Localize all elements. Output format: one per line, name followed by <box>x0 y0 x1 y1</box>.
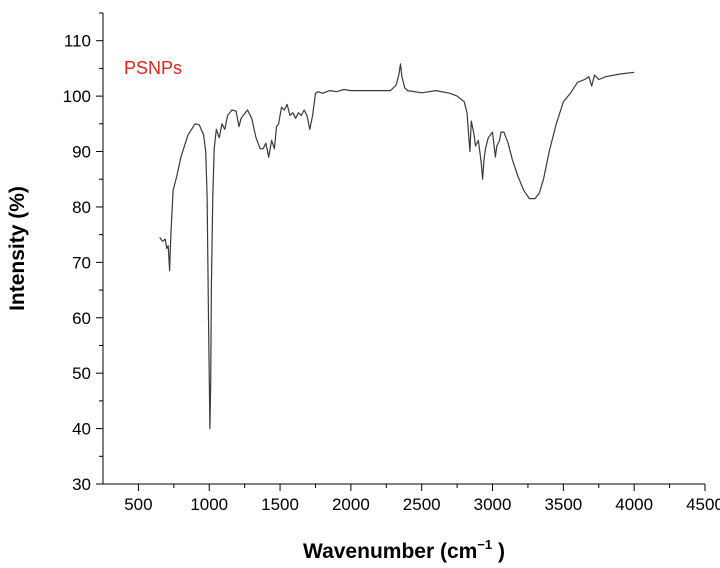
plot-area: 30 40 50 60 70 80 90 100 110 500 1000 1500 2000 2500… <box>63 12 720 514</box>
y-tick-label: 110 <box>64 32 91 51</box>
y-tick-label: 90 <box>72 143 91 162</box>
y-tick-label: 30 <box>72 475 91 494</box>
x-axis-title-superscript: −1 <box>477 537 492 552</box>
y-tick-label: 40 <box>72 420 91 439</box>
x-tick-label: 2500 <box>403 495 441 514</box>
y-axis-ticks: 30 40 50 60 70 80 90 100 110 <box>63 12 103 494</box>
y-tick-label: 60 <box>72 309 91 328</box>
y-tick-label: 80 <box>72 198 91 217</box>
x-tick-label: 4000 <box>615 495 653 514</box>
series-line-psnps <box>159 63 635 430</box>
y-tick-label: 50 <box>72 364 91 383</box>
y-tick-label: 100 <box>63 87 91 106</box>
series-label: PSNPs <box>124 58 182 78</box>
x-axis-ticks: 500 1000 1500 2000 2500 3000 3500 4000 4500 <box>124 484 720 514</box>
x-tick-label: 2000 <box>332 495 370 514</box>
x-axis-title-end: ) <box>492 540 505 563</box>
x-tick-label: 3000 <box>474 495 512 514</box>
x-tick-label: 1500 <box>261 495 299 514</box>
x-tick-label: 1000 <box>190 495 228 514</box>
x-tick-label: 4500 <box>686 495 720 514</box>
x-axis-title-main: Wavenumber (cm <box>303 540 477 563</box>
x-tick-label: 3500 <box>544 495 582 514</box>
x-tick-label: 500 <box>124 495 152 514</box>
y-tick-label: 70 <box>72 253 91 272</box>
y-axis-title: Intensity (%) <box>6 186 29 311</box>
x-axis-title: Wavenumber (cm−1 ) <box>303 537 505 563</box>
